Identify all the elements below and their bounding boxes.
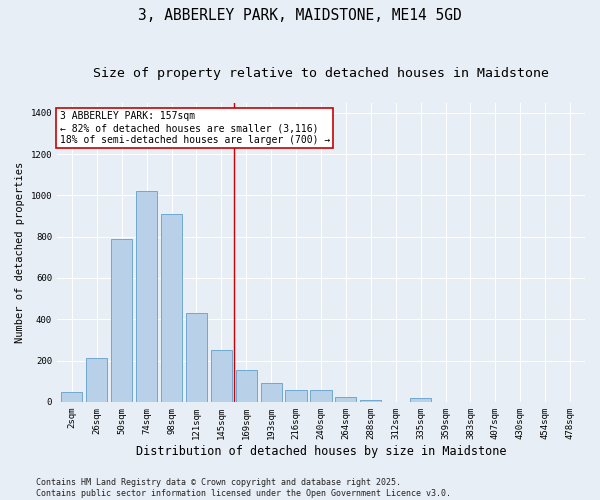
Text: 3 ABBERLEY PARK: 157sqm
← 82% of detached houses are smaller (3,116)
18% of semi: 3 ABBERLEY PARK: 157sqm ← 82% of detache… bbox=[59, 112, 330, 144]
Bar bbox=[310, 390, 332, 402]
Bar bbox=[236, 370, 257, 402]
Bar bbox=[286, 390, 307, 402]
Bar bbox=[410, 398, 431, 402]
Bar bbox=[360, 400, 382, 402]
Bar bbox=[186, 313, 207, 402]
Bar bbox=[260, 384, 282, 402]
Bar bbox=[61, 392, 82, 402]
Bar bbox=[211, 350, 232, 402]
Bar bbox=[111, 238, 132, 402]
Text: 3, ABBERLEY PARK, MAIDSTONE, ME14 5GD: 3, ABBERLEY PARK, MAIDSTONE, ME14 5GD bbox=[138, 8, 462, 22]
Y-axis label: Number of detached properties: Number of detached properties bbox=[15, 162, 25, 343]
Bar bbox=[335, 396, 356, 402]
X-axis label: Distribution of detached houses by size in Maidstone: Distribution of detached houses by size … bbox=[136, 444, 506, 458]
Bar bbox=[86, 358, 107, 402]
Bar bbox=[161, 214, 182, 402]
Bar bbox=[136, 192, 157, 402]
Title: Size of property relative to detached houses in Maidstone: Size of property relative to detached ho… bbox=[93, 68, 549, 80]
Text: Contains HM Land Registry data © Crown copyright and database right 2025.
Contai: Contains HM Land Registry data © Crown c… bbox=[36, 478, 451, 498]
